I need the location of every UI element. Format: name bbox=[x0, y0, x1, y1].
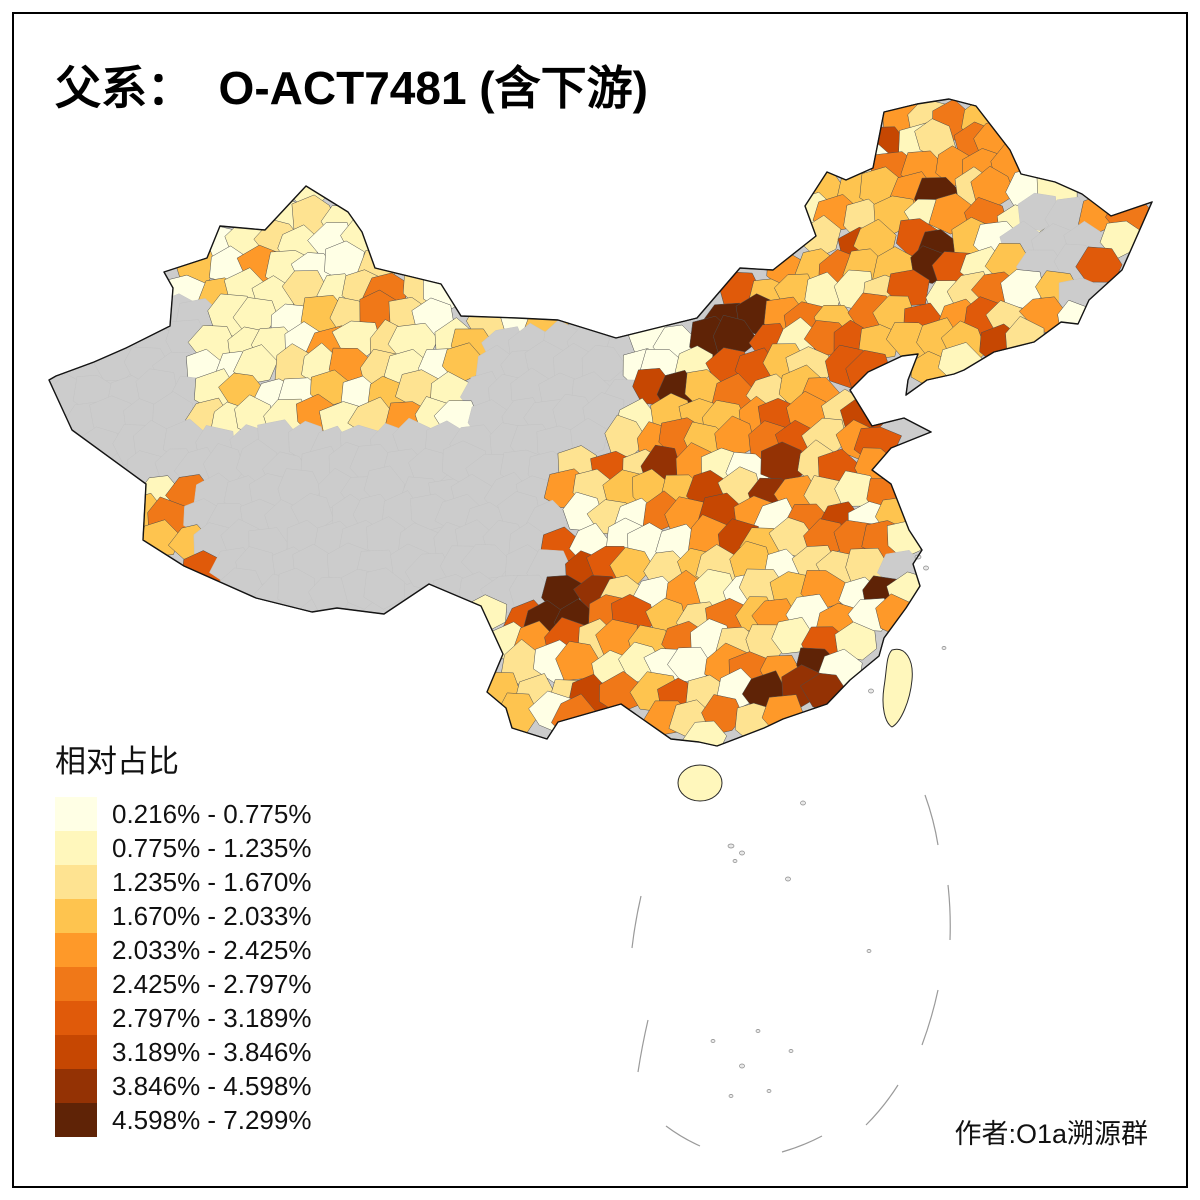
legend-label: 3.189% - 3.846% bbox=[112, 1036, 312, 1067]
island-dot bbox=[728, 1094, 734, 1098]
legend-item: 0.216% - 0.775% bbox=[55, 797, 311, 831]
legend-swatch bbox=[55, 933, 97, 967]
island-dot bbox=[739, 850, 745, 856]
island-dot bbox=[800, 800, 806, 806]
dash-line-segment bbox=[924, 794, 939, 846]
island-dot bbox=[732, 859, 738, 863]
dash-line-segment bbox=[665, 1125, 701, 1147]
island-dot bbox=[868, 688, 874, 694]
legend-swatch bbox=[55, 899, 97, 933]
island-dot bbox=[785, 876, 791, 882]
island-dot bbox=[941, 646, 947, 650]
attribution: 作者:O1a溯源群 bbox=[954, 1119, 1148, 1149]
legend-label: 1.670% - 2.033% bbox=[112, 900, 312, 931]
taiwan-region bbox=[882, 648, 913, 728]
legend-swatch bbox=[55, 831, 97, 865]
legend-label: 3.846% - 4.598% bbox=[112, 1070, 312, 1101]
dash-line-segment bbox=[631, 895, 642, 949]
legend: 相对占比 0.216% - 0.775% 0.775% - 1.235% 1.235… bbox=[55, 736, 311, 1137]
legend-item: 4.598% - 7.299% bbox=[55, 1103, 311, 1137]
island-dot bbox=[727, 843, 735, 849]
legend-item: 2.797% - 3.189% bbox=[55, 1001, 311, 1035]
legend-label: 2.425% - 2.797% bbox=[112, 968, 312, 999]
hainan-region bbox=[677, 764, 723, 802]
legend-swatch bbox=[55, 967, 97, 1001]
legend-title: 相对占比 bbox=[55, 744, 179, 779]
dash-line-segment bbox=[637, 1019, 649, 1073]
island-dot bbox=[755, 1029, 761, 1033]
prefecture-cell bbox=[363, 567, 406, 610]
legend-item: 3.189% - 3.846% bbox=[55, 1035, 311, 1069]
legend-swatch bbox=[55, 1069, 97, 1103]
national-boundary-outline bbox=[48, 98, 1153, 747]
prefecture-cells bbox=[49, 99, 1150, 746]
legend-label: 4.598% - 7.299% bbox=[112, 1104, 312, 1135]
island-dot bbox=[788, 1049, 794, 1053]
legend-swatch bbox=[55, 797, 97, 831]
south-china-sea-features bbox=[631, 554, 951, 1153]
legend-label: 0.216% - 0.775% bbox=[112, 798, 312, 829]
legend-swatch bbox=[55, 1001, 97, 1035]
dash-line-segment bbox=[781, 1135, 823, 1153]
island-dot bbox=[766, 1089, 772, 1093]
legend-item: 1.235% - 1.670% bbox=[55, 865, 311, 899]
dash-line-segment bbox=[921, 989, 939, 1046]
legend-label: 2.797% - 3.189% bbox=[112, 1002, 312, 1033]
dash-line-segment bbox=[865, 1084, 899, 1126]
figure-title: 父系： O-ACT7481 (含下游) bbox=[55, 62, 648, 114]
island-dot bbox=[739, 1063, 745, 1069]
legend-label: 0.775% - 1.235% bbox=[112, 832, 312, 863]
legend-label: 1.235% - 1.670% bbox=[112, 866, 312, 897]
island-dot bbox=[866, 949, 872, 953]
legend-swatch bbox=[55, 865, 97, 899]
legend-item: 2.033% - 2.425% bbox=[55, 933, 311, 967]
legend-items: 0.216% - 0.775% 0.775% - 1.235% 1.235% - 1… bbox=[55, 797, 311, 1137]
prefecture-cell bbox=[760, 441, 803, 485]
legend-swatch bbox=[55, 1035, 97, 1069]
legend-item: 1.670% - 2.033% bbox=[55, 899, 311, 933]
legend-label: 2.033% - 2.425% bbox=[112, 934, 312, 965]
legend-item: 2.425% - 2.797% bbox=[55, 967, 311, 1001]
legend-item: 3.846% - 4.598% bbox=[55, 1069, 311, 1103]
dash-line-segment bbox=[947, 884, 951, 941]
island-dot bbox=[710, 1039, 716, 1043]
island-dot bbox=[923, 565, 929, 571]
legend-swatch bbox=[55, 1103, 97, 1137]
legend-item: 0.775% - 1.235% bbox=[55, 831, 311, 865]
